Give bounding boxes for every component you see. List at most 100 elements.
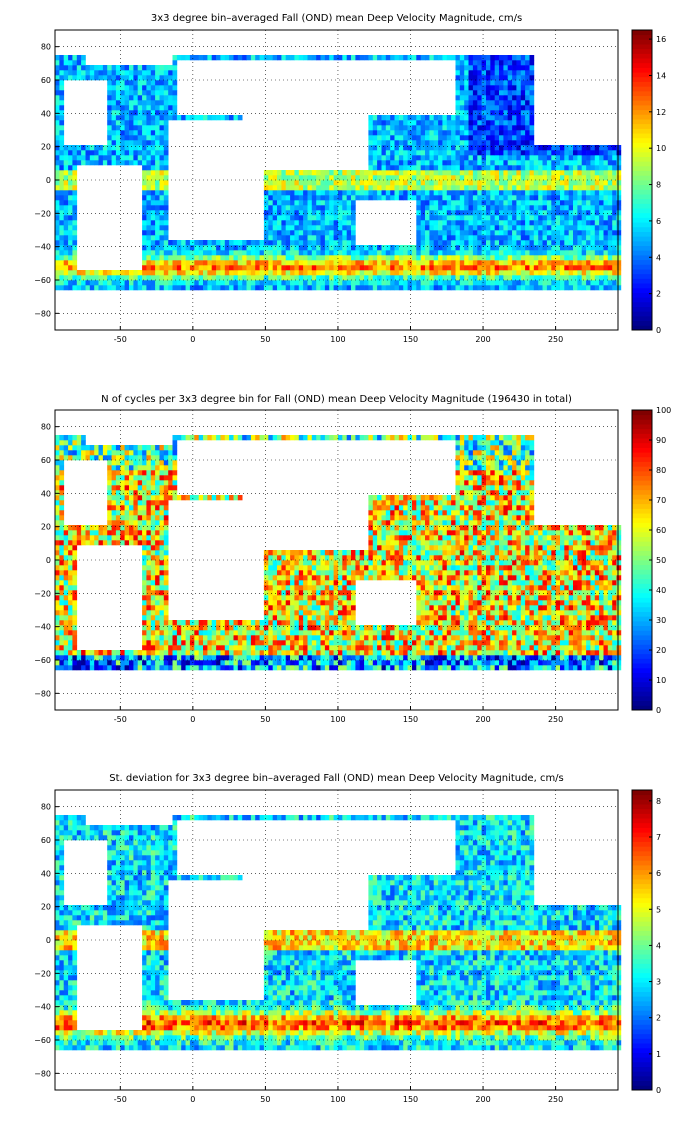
heat-cell (294, 665, 300, 671)
heat-cell (416, 150, 421, 156)
heat-cell (285, 650, 291, 656)
heat-cell (481, 635, 487, 641)
heat-cell (224, 655, 230, 661)
heat-cell (520, 130, 526, 136)
heat-cell (520, 265, 526, 271)
heat-cell (525, 240, 530, 246)
heat-cell (555, 160, 561, 166)
heat-cell (237, 270, 243, 276)
heat-cell (616, 245, 622, 251)
heat-cell (516, 200, 522, 206)
heat-cell (507, 230, 513, 236)
heat-cell (59, 165, 65, 171)
heat-cell (459, 155, 465, 161)
heat-cell (237, 240, 243, 246)
heat-cell (324, 280, 330, 286)
heat-cell (507, 85, 513, 91)
heat-cell (542, 655, 548, 661)
heat-cell (55, 635, 60, 641)
heat-cell (263, 210, 269, 216)
heat-cell (181, 620, 186, 626)
heat-cell (159, 230, 165, 236)
heat-cell (472, 270, 478, 276)
heat-cell (494, 145, 500, 151)
heat-cell (355, 635, 361, 641)
heat-cell (503, 650, 509, 656)
heat-cell (207, 245, 213, 251)
heat-cell (255, 265, 260, 271)
heat-cell (207, 640, 213, 646)
y-tick-label: 0 (46, 176, 51, 185)
heat-cell (294, 195, 300, 201)
heat-cell (494, 240, 500, 246)
heat-cell (533, 160, 539, 166)
heat-cell (198, 635, 204, 641)
heat-cell (316, 260, 321, 266)
heat-cell (512, 645, 517, 651)
heat-cell (189, 270, 195, 276)
heat-cell (333, 175, 339, 181)
heat-cell (150, 200, 156, 206)
heat-cell (403, 265, 408, 271)
heat-cell (468, 195, 474, 201)
heat-cell (303, 230, 308, 236)
heat-cell (533, 280, 539, 286)
heat-cell (59, 635, 65, 641)
heat-cell (607, 655, 613, 661)
heat-cell (507, 265, 513, 271)
heat-cell (520, 85, 526, 91)
heat-cell (538, 185, 543, 191)
heat-cell (298, 245, 304, 251)
heat-cell (159, 115, 165, 121)
colorbar-swatch (632, 273, 652, 279)
heat-cell (59, 285, 65, 291)
heat-cell (507, 115, 513, 121)
heat-cell (555, 205, 561, 211)
heat-cell (494, 85, 500, 91)
heat-cell (538, 145, 543, 151)
heat-cell (194, 665, 199, 671)
heat-cell (516, 100, 522, 106)
colorbar-swatch (632, 194, 652, 200)
heat-cell (468, 90, 474, 96)
heat-cell (246, 660, 252, 666)
heat-cell (472, 655, 478, 661)
heat-cell (390, 665, 395, 671)
heat-cell (320, 230, 326, 236)
heat-cell (290, 195, 295, 201)
heat-cell (351, 205, 356, 211)
heat-cell (581, 185, 587, 191)
heat-cell (468, 205, 474, 211)
heat-cell (137, 130, 143, 136)
heat-cell (229, 55, 234, 61)
heat-cell (607, 165, 613, 171)
heat-cell (499, 225, 504, 231)
heat-cell (425, 285, 430, 291)
heat-cell (168, 280, 173, 286)
heat-cell (403, 285, 408, 291)
heat-cell (59, 70, 65, 76)
heat-cell (181, 55, 186, 61)
heat-cell (420, 620, 426, 626)
heat-cell (342, 255, 347, 261)
heat-cell (155, 135, 160, 141)
heat-cell (211, 250, 217, 256)
heat-cell (307, 620, 313, 626)
heat-cell (338, 180, 343, 186)
heat-cell (150, 175, 156, 181)
heat-cell (616, 660, 622, 666)
colorbar-tick-label: 10 (656, 144, 666, 153)
heat-cell (525, 180, 530, 186)
heat-cell (507, 170, 513, 176)
heat-cell (294, 630, 300, 636)
heat-cell (59, 95, 65, 101)
heat-cell (277, 215, 282, 221)
heat-cell (124, 110, 130, 116)
heat-cell (268, 180, 273, 186)
heat-cell (181, 640, 186, 646)
heat-cell (503, 220, 509, 226)
heat-cell (237, 250, 243, 256)
heat-cell (298, 645, 304, 651)
heat-cell (490, 625, 495, 631)
heat-cell (359, 275, 365, 281)
